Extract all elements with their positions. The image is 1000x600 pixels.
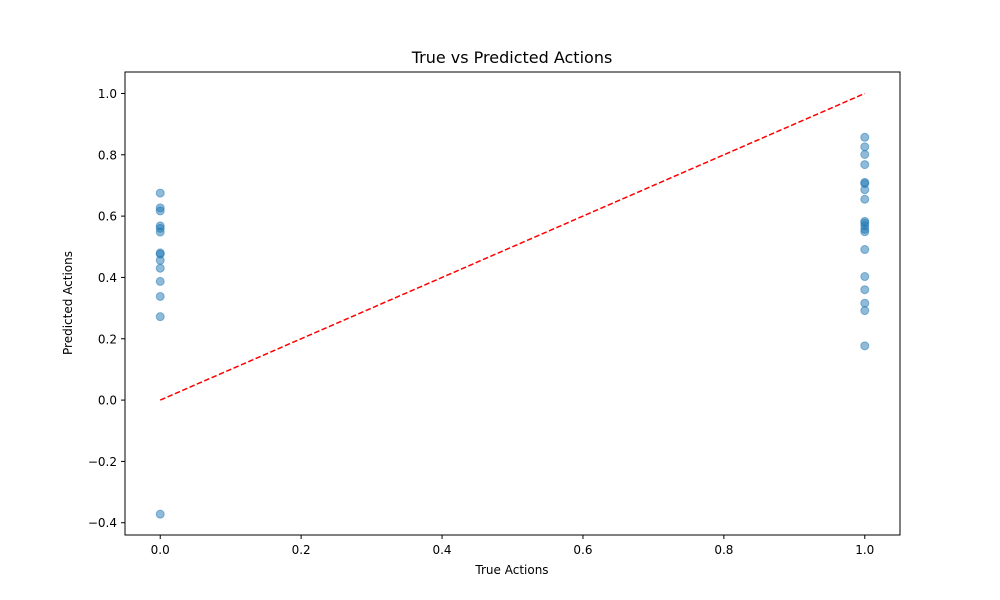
y-axis-label: Predicted Actions: [61, 251, 75, 355]
x-tick-label: 0.2: [292, 543, 311, 557]
x-tick-label: 0.6: [573, 543, 592, 557]
x-axis: 0.0 0.2 0.4 0.6 0.8 1.0: [151, 535, 874, 557]
y-tick-label: 0.0: [98, 394, 117, 408]
x-tick-label: 0.8: [714, 543, 733, 557]
data-point: [155, 312, 165, 322]
data-point: [155, 255, 165, 265]
data-point: [860, 341, 870, 351]
data-point: [860, 142, 870, 152]
x-tick-label: 0.0: [151, 543, 170, 557]
y-tick-label: 0.8: [98, 148, 117, 162]
data-point: [155, 276, 165, 286]
data-point: [860, 185, 870, 195]
y-tick-label: 1.0: [98, 87, 117, 101]
data-point: [155, 206, 165, 216]
data-point: [155, 263, 165, 273]
y-axis: −0.4 −0.2 0.0 0.2 0.4 0.6 0.8 1.0: [88, 87, 125, 530]
x-tick-label: 1.0: [855, 543, 874, 557]
data-point: [860, 285, 870, 295]
x-axis-label: True Actions: [474, 563, 548, 577]
data-point: [860, 245, 870, 255]
data-point: [860, 194, 870, 204]
plot-area: [155, 92, 870, 519]
y-tick-label: 0.6: [98, 210, 117, 224]
data-point: [860, 227, 870, 237]
data-point: [155, 188, 165, 198]
data-point: [860, 272, 870, 282]
y-tick-label: 0.2: [98, 332, 117, 346]
y-tick-label: 0.4: [98, 271, 117, 285]
data-point: [860, 306, 870, 316]
reference-line: [159, 92, 866, 401]
data-point: [860, 132, 870, 142]
data-point: [860, 298, 870, 308]
plot-frame: [124, 71, 901, 536]
data-point: [860, 160, 870, 170]
data-point: [155, 227, 165, 237]
data-point: [155, 291, 165, 301]
y-tick-label: −0.4: [88, 516, 117, 530]
data-point: [155, 509, 165, 519]
y-tick-label: −0.2: [88, 455, 117, 469]
x-tick-label: 0.4: [432, 543, 451, 557]
chart-title: True vs Predicted Actions: [411, 48, 613, 67]
data-point: [860, 149, 870, 159]
